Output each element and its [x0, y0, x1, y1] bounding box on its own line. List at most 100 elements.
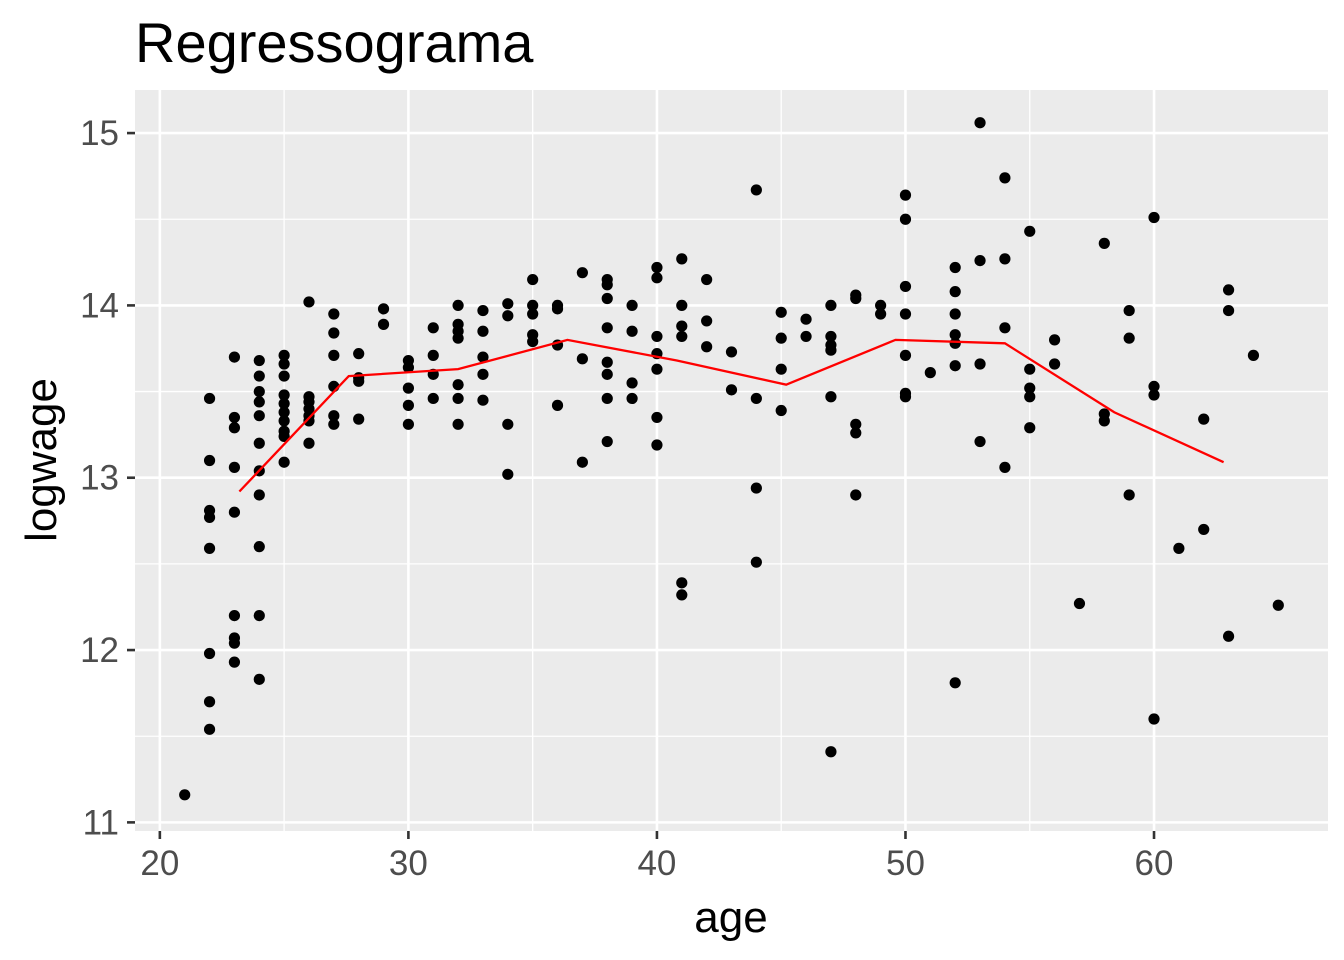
scatter-point — [750, 392, 762, 405]
scatter-point — [203, 696, 216, 708]
scatter-point — [949, 337, 961, 349]
scatter-point — [253, 437, 265, 449]
y-tick-label: 12 — [80, 631, 119, 670]
scatter-point — [1148, 713, 1160, 725]
y-tick-label: 15 — [80, 114, 119, 153]
scatter-point — [850, 418, 862, 430]
scatter-point — [303, 437, 315, 449]
scatter-point — [775, 363, 787, 375]
scatter-point — [825, 330, 837, 343]
scatter-point — [228, 609, 241, 622]
scatter-point — [228, 506, 241, 518]
scatter-point — [974, 117, 986, 129]
scatter-points — [179, 117, 1284, 801]
scatter-point — [974, 435, 986, 448]
scatter-point — [228, 637, 241, 649]
scatter-point — [253, 609, 265, 622]
scatter-point — [253, 541, 265, 553]
scatter-point — [427, 349, 439, 361]
scatter-point — [278, 406, 290, 418]
scatter-point — [203, 647, 216, 660]
scatter-point — [701, 341, 713, 353]
scatter-point — [551, 303, 564, 315]
scatter-point — [725, 346, 738, 358]
scatter-point — [775, 306, 787, 318]
scatter-point — [427, 392, 439, 405]
scatter-point — [676, 577, 688, 589]
scatter-point — [427, 322, 439, 334]
scatter-point — [477, 304, 489, 317]
regressogram-line — [238, 338, 1225, 493]
scatter-point — [527, 308, 539, 320]
scatter-point — [1222, 284, 1235, 296]
scatter-point — [1123, 332, 1135, 344]
scatter-point — [179, 789, 191, 801]
scatter-point — [1123, 489, 1135, 501]
scatter-point — [651, 261, 663, 274]
scatter-point — [477, 325, 489, 337]
scatter-point — [353, 348, 365, 360]
scatter-point — [576, 353, 588, 365]
scatter-point — [899, 189, 912, 201]
scatter-point — [328, 327, 340, 339]
scatter-point — [924, 367, 936, 379]
scatter-point — [825, 344, 837, 356]
scatter-point — [253, 410, 265, 422]
scatter-point — [949, 286, 961, 298]
scatter-point — [899, 308, 912, 320]
scatter-point — [253, 489, 265, 501]
scatter-point — [1222, 630, 1235, 642]
scatter-point — [452, 332, 464, 344]
scatter-point — [1198, 523, 1210, 536]
scatter-point — [502, 298, 514, 310]
scatter-point — [949, 261, 961, 274]
scatter-point — [502, 468, 514, 480]
scatter-point — [228, 411, 241, 424]
scatter-point — [1073, 597, 1086, 610]
scatter-point — [999, 172, 1011, 184]
scatter-point — [651, 272, 663, 284]
x-axis: 20 30 40 50 60 — [140, 831, 1173, 883]
scatter-point — [676, 320, 688, 332]
scatter-point — [278, 456, 290, 468]
scatter-point — [701, 315, 713, 327]
scatter-point — [576, 267, 588, 279]
x-tick-label: 20 — [140, 844, 179, 883]
scatter-point — [527, 273, 539, 286]
scatter-point — [377, 303, 390, 315]
scatter-point — [278, 398, 290, 410]
scatter-point — [750, 482, 762, 494]
scatter-point — [676, 299, 688, 312]
scatter-point — [626, 392, 638, 405]
scatter-point — [203, 392, 216, 405]
scatter-point — [203, 511, 216, 523]
scatter-point — [899, 213, 912, 225]
scatter-point — [303, 296, 315, 308]
scatter-point — [1049, 334, 1061, 346]
scatter-point — [800, 313, 812, 325]
scatter-point — [502, 310, 514, 322]
y-tick-label: 11 — [83, 803, 119, 842]
scatter-point — [1173, 542, 1185, 554]
scatter-point — [278, 370, 290, 382]
scatter-point — [676, 253, 688, 265]
scatter-point — [949, 329, 961, 341]
scatter-point — [278, 389, 290, 401]
scatter-point — [651, 330, 663, 343]
scatter-point — [825, 746, 837, 758]
scatter-point — [253, 370, 265, 382]
y-tick-label: 13 — [80, 459, 119, 498]
y-axis-title: logwage — [17, 378, 66, 542]
scatter-point — [800, 330, 812, 343]
scatter-point — [1049, 358, 1061, 370]
scatter-point — [203, 454, 216, 467]
scatter-point — [278, 415, 290, 427]
scatter-point — [328, 349, 340, 361]
x-tick-label: 30 — [389, 844, 428, 883]
scatter-point — [477, 351, 489, 363]
scatter-point — [850, 427, 862, 439]
scatter-point — [477, 394, 489, 406]
scatter-point — [203, 723, 216, 735]
scatter-point — [278, 430, 290, 442]
